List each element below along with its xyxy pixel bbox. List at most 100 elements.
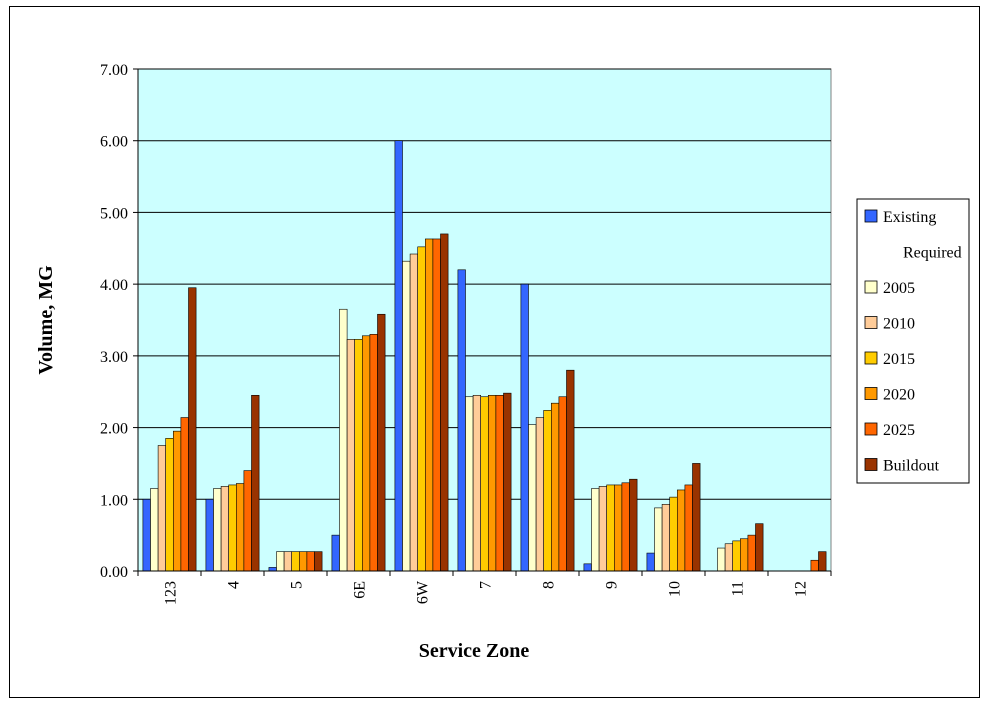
x-tick-label: 11 [730, 581, 747, 596]
bar [558, 396, 567, 572]
bar [676, 489, 686, 572]
x-axis-title: Service Zone [419, 640, 530, 662]
x-tick-label: 7 [478, 581, 495, 589]
bar [157, 445, 167, 572]
legend-swatch [864, 422, 878, 436]
y-tick-label: 5.00 [100, 205, 128, 222]
legend-label: 2010 [883, 316, 915, 333]
legend-swatch [864, 458, 878, 471]
legend-label: 2005 [883, 280, 915, 297]
bar [520, 283, 529, 572]
bar [291, 551, 300, 572]
bar [417, 246, 426, 572]
bar [613, 484, 623, 572]
bar [165, 438, 174, 572]
bar [747, 534, 756, 572]
bar [314, 551, 323, 572]
bar [251, 394, 260, 572]
bar [684, 484, 693, 572]
y-tick-label: 6.00 [100, 134, 128, 151]
bar [213, 488, 222, 572]
bar [598, 486, 607, 572]
bar [669, 496, 678, 572]
bar [739, 538, 749, 572]
legend-swatch [864, 280, 878, 294]
bar [298, 551, 308, 572]
bar [394, 140, 403, 572]
bar [150, 488, 159, 572]
y-tick-labels: 0.00 1.00 2.00 3.00 4.00 5.00 6.00 7.00 [100, 62, 128, 581]
bar [424, 238, 434, 572]
legend-label: 2015 [883, 351, 915, 368]
bar [346, 339, 356, 572]
x-tick-label: 123 [163, 581, 180, 605]
legend-note: Required [903, 245, 962, 262]
x-tick-label: 6E [352, 581, 369, 599]
bar [228, 484, 237, 572]
y-tick-label: 1.00 [100, 492, 128, 509]
bar [480, 396, 489, 572]
bar [621, 482, 630, 572]
bar [629, 478, 638, 572]
bar [188, 287, 197, 572]
bar [354, 339, 363, 572]
bar [276, 551, 285, 572]
bar [472, 394, 482, 572]
y-axis-title: Volume, MG [35, 265, 57, 375]
bar [654, 507, 663, 572]
bar [465, 396, 474, 572]
y-tick-label: 0.00 [100, 564, 128, 581]
bar [583, 563, 592, 572]
bar [339, 308, 348, 572]
legend-label: 2025 [883, 422, 915, 439]
legend: Existing Required 2005 2010 2015 2020 2025 Buil… [856, 198, 970, 484]
bar [661, 504, 670, 572]
bar [268, 567, 277, 572]
bar [173, 430, 182, 572]
bar [495, 394, 504, 572]
y-tick-label: 3.00 [100, 349, 128, 366]
bar [283, 551, 293, 572]
bar [457, 269, 466, 572]
bar [724, 543, 733, 572]
y-tick-label: 7.00 [100, 62, 128, 79]
bar [487, 394, 497, 572]
y-tick-label: 2.00 [100, 421, 128, 438]
x-tick-label: 9 [604, 581, 621, 589]
bar [402, 260, 411, 572]
bar [369, 334, 378, 572]
bar [220, 486, 230, 572]
legend-swatch [864, 351, 878, 365]
bar [243, 470, 252, 572]
bar [306, 551, 315, 572]
bar [432, 238, 441, 572]
bar [717, 547, 726, 572]
bar [566, 369, 575, 572]
y-tick-label: 4.00 [100, 277, 128, 294]
axes [133, 68, 832, 576]
x-tick-label: 12 [793, 581, 810, 597]
bar [606, 484, 615, 572]
legend-swatch [864, 387, 878, 400]
x-tick-label: 10 [667, 581, 684, 597]
legend-swatch [864, 316, 878, 329]
x-tick-label: 6W [415, 580, 432, 604]
legend-box [856, 198, 970, 484]
bar [180, 417, 189, 572]
bar [818, 551, 827, 572]
bar [543, 410, 552, 572]
bar [142, 498, 151, 572]
bar [591, 488, 600, 572]
bar [550, 402, 560, 572]
bar [755, 523, 764, 572]
legend-label: Buildout [883, 458, 940, 475]
bar [440, 233, 449, 572]
legend-label: Existing [883, 209, 936, 226]
bar [361, 335, 371, 572]
bar [732, 540, 741, 572]
bar [236, 483, 245, 572]
x-tick-label: 5 [289, 581, 306, 589]
bar [331, 534, 340, 572]
x-tick-label: 4 [226, 581, 243, 589]
